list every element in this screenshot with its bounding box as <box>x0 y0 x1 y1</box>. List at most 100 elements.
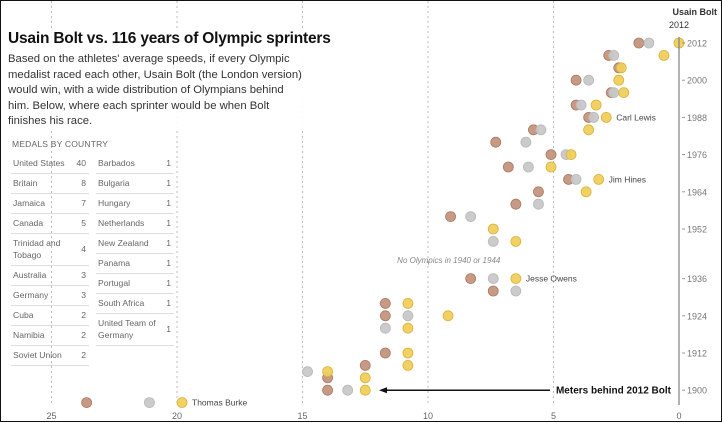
dot-silver-1992[interactable] <box>575 99 587 111</box>
dot-silver-1972[interactable] <box>523 161 534 173</box>
dot-gold-1920[interactable] <box>402 322 414 334</box>
dot-silver-1984[interactable] <box>535 124 547 136</box>
dot-gold-1928[interactable] <box>402 297 414 309</box>
medal-count: 5 <box>81 218 86 228</box>
dot-gold-1992[interactable] <box>590 99 602 111</box>
x-tick-label: 10 <box>423 411 433 421</box>
dot-silver-1996[interactable] <box>608 87 620 98</box>
athlete-label: Jim Hines <box>609 174 646 184</box>
medal-row: Hungary 1 <box>96 194 174 214</box>
dot-silver-1960[interactable] <box>533 198 544 210</box>
dot-bronze-2012[interactable] <box>633 37 645 49</box>
dot-silver-1988[interactable] <box>588 112 600 123</box>
axis-title: Usain Bolt <box>672 7 717 17</box>
country-name: South Africa <box>98 298 145 308</box>
dot-gold-1972[interactable] <box>545 161 557 173</box>
y-tick-label: 2000 <box>687 76 707 86</box>
dot-silver-1956[interactable] <box>465 211 477 223</box>
medal-count: 1 <box>166 178 171 188</box>
dot-gold-1976[interactable] <box>565 149 577 161</box>
medal-count: 1 <box>166 324 171 334</box>
medal-row: Germany 3 <box>11 286 89 306</box>
dot-silver-1924[interactable] <box>402 310 414 322</box>
dot-gold-1924[interactable] <box>442 310 454 322</box>
dot-bronze-1964[interactable] <box>533 186 544 198</box>
dot-gold-1896[interactable] <box>176 397 188 409</box>
dot-silver-2008[interactable] <box>608 50 620 61</box>
y-tick-label: 1924 <box>687 311 707 321</box>
country-name: Barbados <box>98 158 135 168</box>
y-tick-label: 1912 <box>687 349 707 359</box>
dot-bronze-1936[interactable] <box>465 273 477 285</box>
dot-gold-1904[interactable] <box>359 372 371 384</box>
dot-silver-1906[interactable] <box>302 366 313 378</box>
country-name: Australia <box>13 270 47 280</box>
intro-panel: Usain Bolt vs. 116 years of Olympic spri… <box>7 30 331 130</box>
medal-row: New Zealand 1 <box>96 234 174 254</box>
dot-bronze-1900[interactable] <box>322 384 334 396</box>
dot-bronze-1924[interactable] <box>379 310 391 322</box>
dot-gold-1952[interactable] <box>487 223 499 235</box>
x-axis-label: Meters behind 2012 Bolt <box>556 386 672 397</box>
medal-row: Netherlands 1 <box>96 214 174 234</box>
dot-gold-1984[interactable] <box>583 124 595 136</box>
dot-silver-2000[interactable] <box>583 74 595 86</box>
dot-gold-1988[interactable] <box>600 112 612 123</box>
x-tick-label: 20 <box>172 411 182 421</box>
medals-column-1: United States 40 Britain 8 Jamaica 7 Canada 5 Tr… <box>11 154 89 366</box>
dot-silver-1932[interactable] <box>510 285 522 297</box>
dot-gold-1936[interactable] <box>510 273 522 285</box>
medal-count: 40 <box>76 158 86 168</box>
dot-silver-1896[interactable] <box>143 397 155 409</box>
dot-silver-1900[interactable] <box>342 384 354 396</box>
medal-count: 1 <box>166 278 171 288</box>
dot-silver-1936[interactable] <box>487 273 499 285</box>
dot-bronze-1956[interactable] <box>445 211 456 223</box>
dot-gold-1912[interactable] <box>402 347 414 359</box>
dot-gold-1968[interactable] <box>593 173 605 185</box>
medals-by-country-title: MEDALS BY COUNTRY <box>12 139 109 149</box>
dot-gold-1908[interactable] <box>402 359 414 371</box>
medal-row: Australia 3 <box>11 266 89 286</box>
country-name: Canada <box>13 218 44 228</box>
dot-silver-1968[interactable] <box>570 173 582 185</box>
dot-silver-1948[interactable] <box>487 235 499 247</box>
dot-bronze-1976[interactable] <box>545 149 557 161</box>
medal-count: 1 <box>166 298 171 308</box>
medal-count: 2 <box>81 310 86 320</box>
dot-bronze-1928[interactable] <box>379 297 391 309</box>
country-name: Bulgaria <box>98 178 130 188</box>
dot-bronze-1980[interactable] <box>490 136 502 148</box>
dot-gold-2008[interactable] <box>658 50 670 61</box>
axis-subtitle: 2012 <box>669 20 689 30</box>
dot-gold-1996[interactable] <box>618 87 630 98</box>
medal-count: 1 <box>166 258 171 268</box>
medal-row: Namibia 2 <box>11 326 89 346</box>
dot-bronze-1908[interactable] <box>359 359 371 371</box>
dot-bronze-1896[interactable] <box>81 397 93 409</box>
dot-bronze-1912[interactable] <box>379 347 391 359</box>
dot-bronze-2000[interactable] <box>570 74 582 86</box>
dot-gold-2000[interactable] <box>613 74 625 86</box>
dot-gold-1900[interactable] <box>359 384 371 396</box>
medal-row: Soviet Union 2 <box>11 346 89 366</box>
dot-silver-2012[interactable] <box>643 37 655 49</box>
medal-row: Britain 8 <box>11 174 89 194</box>
dot-gold-1964[interactable] <box>580 186 592 198</box>
y-tick-label: 1988 <box>687 113 707 123</box>
y-tick-label: 1900 <box>687 386 707 396</box>
dot-bronze-1960[interactable] <box>510 198 522 210</box>
page-title: Usain Bolt vs. 116 years of Olympic spri… <box>8 30 331 47</box>
dot-gold-1948[interactable] <box>510 235 522 247</box>
medal-count: 1 <box>166 238 171 248</box>
meters-behind-arrow: Meters behind 2012 Bolt <box>379 386 672 397</box>
dot-gold-2004[interactable] <box>615 62 627 74</box>
dot-silver-1920[interactable] <box>379 322 391 334</box>
x-tick-label: 15 <box>297 411 307 421</box>
dot-bronze-1932[interactable] <box>487 285 499 297</box>
country-name: Britain <box>13 178 38 188</box>
dot-bronze-1972[interactable] <box>502 161 514 173</box>
country-name: Jamaica <box>13 198 45 208</box>
dot-gold-1906[interactable] <box>322 366 334 378</box>
dot-silver-1980[interactable] <box>520 136 532 148</box>
